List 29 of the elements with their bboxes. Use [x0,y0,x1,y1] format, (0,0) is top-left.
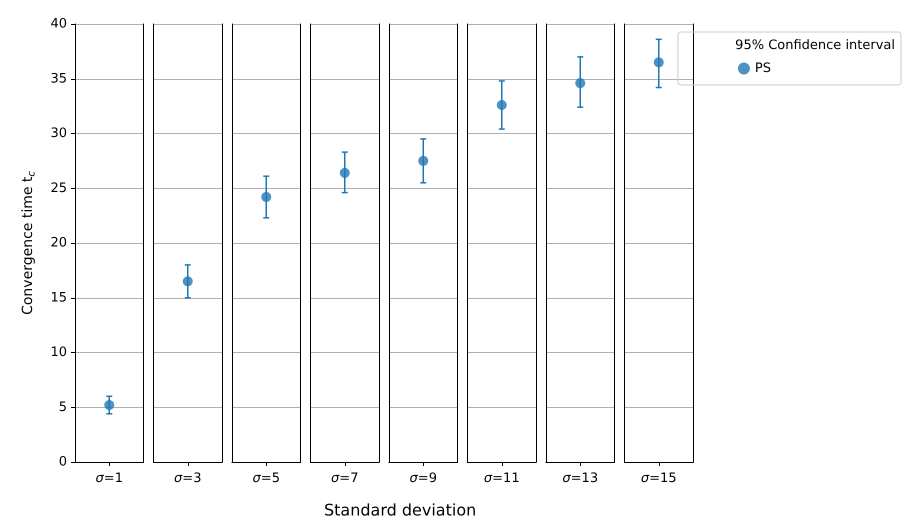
y-tick-label: 20 [50,236,67,250]
point [418,156,428,166]
x-tick-label: σ=9 [410,471,437,486]
y-tick-label: 10 [50,345,67,360]
point [261,192,272,202]
y-tick-label: 35 [50,71,67,86]
y-tick-label: 15 [50,290,67,306]
x-tick-label: σ=3 [174,471,202,486]
x-tick-label: σ=5 [252,471,280,486]
x-tick-label: σ=11 [484,471,520,486]
y-tick-label: 40 [50,16,67,32]
x-tick-label: σ=7 [331,471,358,486]
point [340,168,350,178]
x-axis-title: Standard deviation [324,500,476,520]
y-tick-label: 30 [50,126,67,141]
point [182,276,193,286]
point [496,100,507,110]
x-tick-label: σ=13 [562,471,598,486]
x-tick-label: σ=15 [640,471,677,486]
point [104,400,114,410]
y-tick-label: 25 [50,180,67,196]
y-tick-label: 5 [58,400,67,415]
legend-title: 95% Confidence interval [735,38,896,53]
point [575,78,586,88]
x-tick-label: σ=1 [96,471,123,486]
y-axis-title: Convergence time tc [20,170,38,315]
legend-label: PS [754,61,771,76]
point [654,57,664,68]
y-tick-label: 0 [58,454,67,470]
